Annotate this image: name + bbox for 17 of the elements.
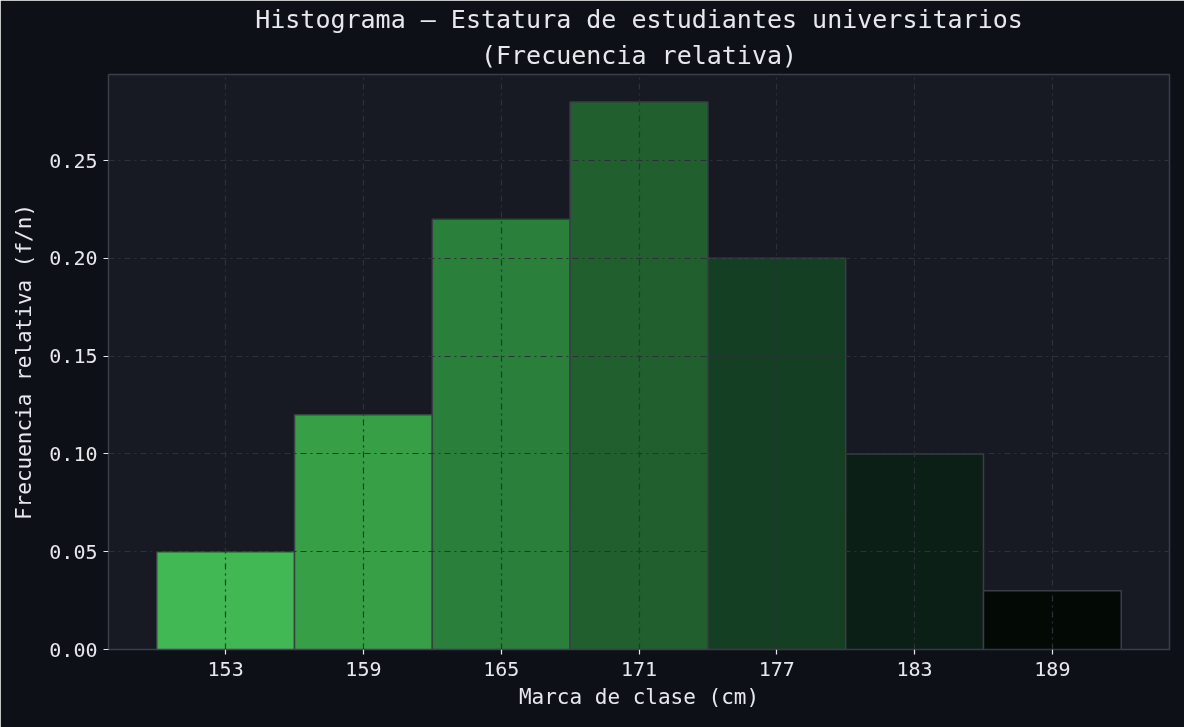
- y-axis-title: Frecuencia relativa (f/n): [12, 203, 37, 521]
- x-tick-label: 159: [345, 656, 382, 681]
- y-tick-label: 0.25: [49, 148, 98, 173]
- y-tick-label: 0.15: [49, 344, 98, 369]
- y-tick-label: 0.00: [49, 637, 98, 662]
- chart-subtitle: (Frecuencia relativa): [480, 40, 798, 70]
- x-tick-label: 189: [1034, 656, 1071, 681]
- y-tick-label: 0.20: [49, 246, 98, 271]
- x-tick-label: 183: [896, 656, 933, 681]
- x-axis-title: Marca de clase (cm): [518, 684, 760, 709]
- x-tick-label: 177: [758, 656, 795, 681]
- x-tick-label: 171: [620, 656, 658, 681]
- y-tick-label: 0.05: [49, 539, 98, 564]
- x-tick-label: 153: [207, 656, 244, 681]
- chart-title: Histograma — Estatura de estudiantes universitarios: [255, 4, 1023, 34]
- x-tick-label: 165: [483, 656, 520, 681]
- y-tick-label: 0.10: [49, 441, 98, 466]
